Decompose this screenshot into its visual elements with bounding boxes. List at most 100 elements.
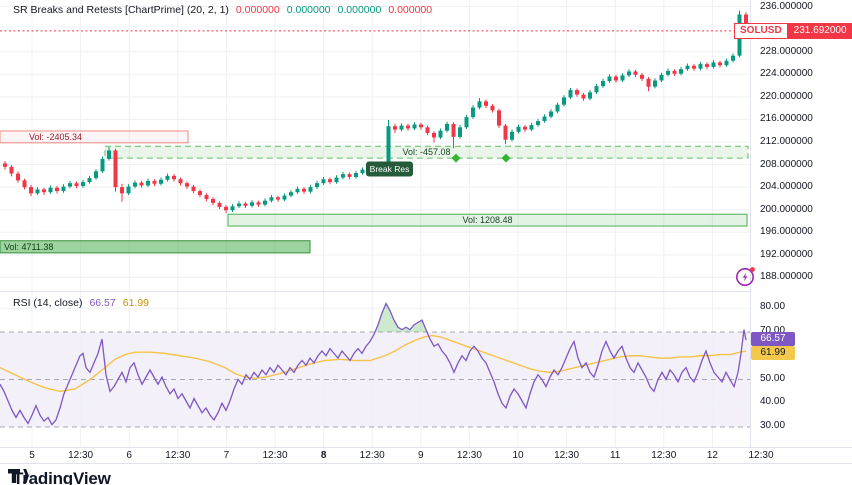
price-tick-label: 216.000000: [760, 113, 813, 125]
candle-body: [432, 132, 436, 138]
candle-body: [185, 183, 189, 187]
candle-body: [464, 117, 469, 128]
candle-body: [477, 101, 482, 108]
candle-body: [633, 71, 638, 75]
zone-volume-label: Vol: -457.08: [402, 147, 450, 157]
retest-diamond: [451, 153, 461, 163]
price-pane[interactable]: Vol: -2405.34 Vol: -457.08 Vol: 1208.48 Vol…: [0, 0, 750, 291]
candle-body: [711, 62, 716, 67]
candle-body: [302, 188, 306, 192]
candle-body: [542, 116, 547, 122]
indicator-value: 66.57: [89, 297, 116, 309]
candle-body: [100, 158, 105, 172]
candle-body: [341, 174, 345, 178]
candle-body: [555, 104, 560, 112]
rsi-value-badge: 61.99: [751, 346, 795, 360]
rsi-tick-label: 80.00: [760, 301, 786, 313]
candle-body: [120, 187, 124, 194]
candle-body: [692, 65, 696, 69]
candle-body: [198, 191, 202, 196]
candlestick-chart[interactable]: Vol: -2405.34 Vol: -457.08 Vol: 1208.48 Vol…: [0, 0, 750, 291]
rsi-chart[interactable]: [0, 292, 750, 447]
candle-body: [490, 105, 495, 111]
candle-body: [191, 186, 196, 192]
candle-body: [289, 192, 293, 196]
candle-body: [666, 70, 670, 75]
price-tick-label: 236.000000: [760, 0, 813, 12]
candle-body: [354, 173, 358, 177]
candle-body: [55, 187, 59, 192]
candle-body: [425, 127, 430, 133]
candle-body: [347, 174, 352, 177]
candle-body: [588, 92, 592, 99]
candle-body: [68, 183, 72, 187]
price-tick-label: 228.000000: [760, 45, 813, 57]
rsi-pane[interactable]: RSI (14, close) 66.57 61.99: [0, 291, 750, 447]
candle-body: [16, 173, 20, 181]
candle-body: [627, 71, 631, 76]
candle-body: [315, 183, 319, 188]
candle-body: [562, 97, 566, 105]
time-axis[interactable]: 5 12:30 6 12:30 7 12:30 8 12:30 9 12:30 10 12:30 11 1…: [0, 447, 852, 464]
time-tick-label: 12:30: [748, 450, 774, 461]
candle-body: [614, 76, 618, 81]
candle-body: [581, 94, 586, 99]
time-tick-label: 12:30: [359, 450, 385, 461]
candle-body: [328, 179, 332, 183]
candle-body: [653, 80, 657, 87]
indicator-header[interactable]: SR Breaks and Retests [ChartPrime] (20, …: [13, 4, 432, 16]
zone-volume-label: Vol: 1208.48: [462, 215, 512, 225]
candle-body: [393, 126, 397, 130]
candle-body: [445, 123, 449, 131]
price-tick-label: 192.000000: [760, 248, 813, 260]
candle-body: [549, 111, 553, 117]
candle-body: [744, 14, 748, 31]
candle-body: [48, 187, 53, 193]
sr-zones: Vol: -2405.34 Vol: -457.08 Vol: 1208.48 Vol…: [0, 130, 749, 254]
zone-volume-label: Vol: 4711.38: [4, 242, 53, 252]
candle-body: [679, 69, 683, 74]
boost-icon[interactable]: [734, 264, 758, 288]
candle-body: [250, 202, 254, 206]
candle-body: [620, 75, 625, 81]
indicator-value: 0.000000: [235, 4, 280, 16]
lightning-icon: [736, 267, 755, 286]
time-tick-label: 8: [320, 450, 327, 461]
price-tick-label: 208.000000: [760, 158, 813, 170]
rsi-value-badge: 66.57: [751, 332, 795, 346]
candle-body: [601, 81, 605, 87]
candle-body: [399, 125, 404, 130]
time-tick-label: 12:30: [456, 450, 482, 461]
candle-body: [146, 180, 150, 186]
tradingview-logo-text: TradingView: [13, 469, 111, 485]
tradingview-logo[interactable]: TradingView: [8, 469, 111, 485]
rsi-tick-label: 50.00: [760, 372, 786, 384]
rsi-header[interactable]: RSI (14, close) 66.57 61.99: [13, 297, 149, 309]
zone-volume-label: Vol: -2405.34: [29, 132, 82, 142]
candle-body: [269, 197, 274, 201]
price-axis[interactable]: 236.000000 228.000000 224.000000 220.000000…: [750, 0, 852, 447]
indicator-value: 0.000000: [337, 4, 382, 16]
candle-body: [575, 90, 579, 95]
candle-body: [731, 55, 735, 61]
retest-diamond: [501, 153, 511, 163]
candle-body: [607, 76, 612, 82]
sr-zone: [104, 145, 749, 159]
candle-body: [295, 188, 300, 193]
candle-body: [113, 150, 118, 188]
candle-body: [256, 202, 261, 205]
candle-body: [87, 178, 92, 183]
candle-body: [659, 74, 664, 81]
candle-body: [724, 60, 729, 66]
symbol-label: SOLUSD: [734, 22, 788, 39]
candle-body: [165, 175, 170, 180]
time-tick-label: 7: [223, 450, 230, 461]
candle-body: [698, 64, 703, 69]
indicator-title: SR Breaks and Retests [ChartPrime] (20, …: [13, 4, 229, 16]
candle-body: [139, 182, 144, 186]
candle-body: [224, 206, 228, 211]
candle-body: [471, 107, 475, 118]
candle-body: [672, 70, 677, 74]
rsi-tick-label: 40.00: [760, 396, 786, 408]
candle-body: [321, 179, 326, 184]
